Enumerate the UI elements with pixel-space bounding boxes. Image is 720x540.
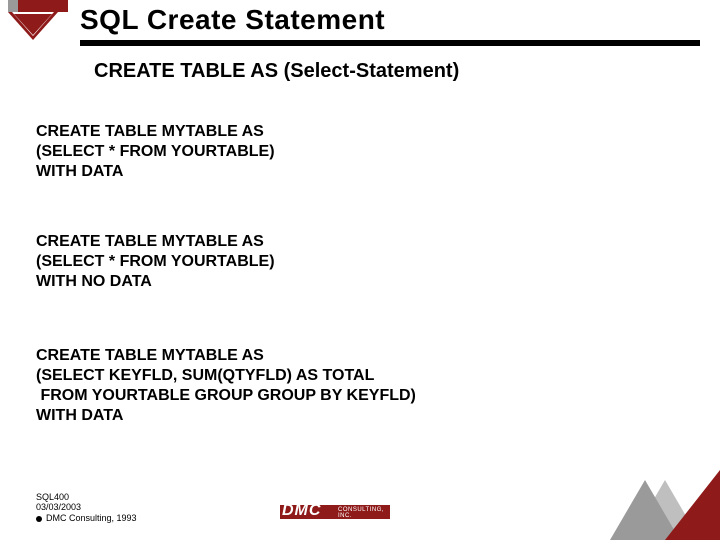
title-block: SQL Create Statement xyxy=(80,4,700,46)
logo-text: DMC xyxy=(282,502,321,520)
code-example-3: CREATE TABLE MYTABLE AS (SELECT KEYFLD, … xyxy=(36,346,416,426)
footer-copyright: DMC Consulting, 1993 xyxy=(46,513,137,524)
footer: SQL400 03/03/2003 DMC Consulting, 1993 xyxy=(36,492,137,524)
footer-code: SQL400 xyxy=(36,492,137,503)
corner-graphic-top-left xyxy=(8,0,68,55)
logo-subtext: CONSULTING, INC. xyxy=(338,507,390,519)
dmc-logo: DMC CONSULTING, INC. xyxy=(280,502,390,522)
page-title: SQL Create Statement xyxy=(80,4,700,36)
corner-graphic-bottom-right xyxy=(610,460,720,540)
code-example-1: CREATE TABLE MYTABLE AS (SELECT * FROM Y… xyxy=(36,122,275,182)
code-example-2: CREATE TABLE MYTABLE AS (SELECT * FROM Y… xyxy=(36,232,275,292)
subtitle: CREATE TABLE AS (Select-Statement) xyxy=(94,60,459,83)
title-rule xyxy=(80,40,700,46)
footer-date: 03/03/2003 xyxy=(36,502,137,513)
bullet-icon xyxy=(36,516,42,522)
